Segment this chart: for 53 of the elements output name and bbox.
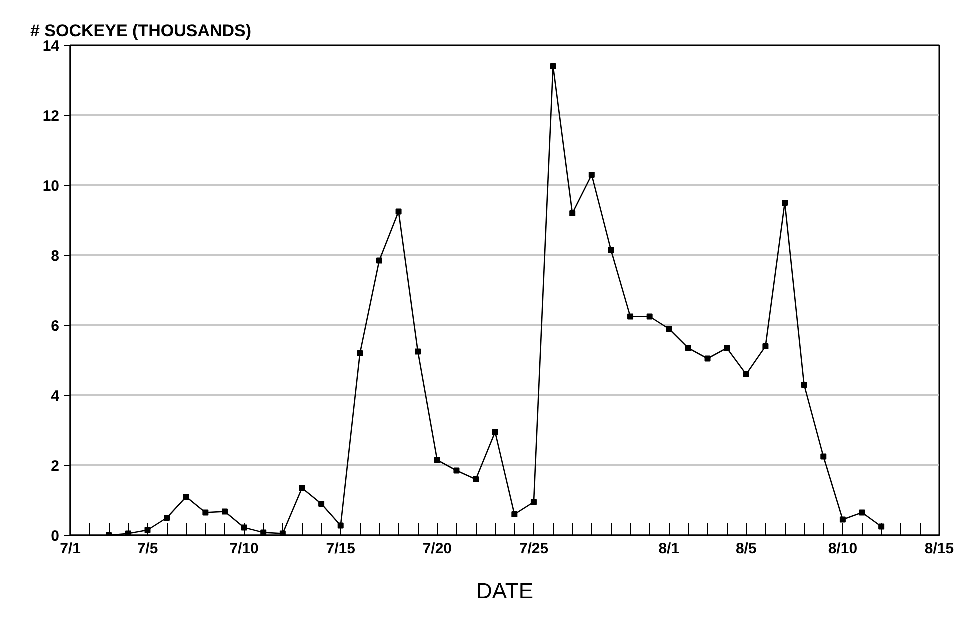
point <box>473 476 480 482</box>
x-tick-label: 7/10 <box>230 540 259 558</box>
point <box>570 210 576 216</box>
x-tick-label: 7/1 <box>60 540 81 558</box>
point <box>512 512 518 518</box>
point <box>685 345 692 352</box>
y-axis-title: # SOCKEYE (THOUSANDS) <box>30 22 252 40</box>
point <box>743 372 750 378</box>
x-tick-label: 7/20 <box>422 540 452 558</box>
x-tick-label: 7/25 <box>519 540 549 558</box>
point <box>550 64 556 70</box>
point <box>530 499 537 506</box>
x-axis-title: DATE <box>476 578 534 604</box>
point <box>859 510 866 516</box>
y-tick-label: 10 <box>42 178 60 195</box>
point <box>724 345 730 352</box>
point <box>762 344 769 350</box>
point <box>666 326 672 332</box>
point <box>357 350 364 356</box>
y-tick-label: 8 <box>51 248 60 265</box>
y-tick-label: 14 <box>42 38 60 55</box>
point <box>434 457 440 464</box>
point <box>782 200 788 206</box>
point <box>454 468 460 474</box>
point <box>415 348 422 355</box>
x-tick-label: 8/15 <box>924 540 954 558</box>
point <box>492 429 498 436</box>
y-tick-label: 6 <box>51 318 60 335</box>
x-tick-label: 7/15 <box>326 540 356 558</box>
point <box>222 508 228 515</box>
point <box>820 454 827 460</box>
point <box>376 258 382 264</box>
point <box>840 516 846 523</box>
y-tick-label: 0 <box>51 528 60 545</box>
point <box>588 172 595 178</box>
point <box>801 382 808 388</box>
point <box>299 485 306 492</box>
point <box>608 247 614 254</box>
x-tick-label: 7/5 <box>137 540 158 558</box>
point <box>318 501 325 507</box>
x-tick-label: 8/10 <box>828 540 858 558</box>
point <box>396 208 402 215</box>
point <box>646 314 653 320</box>
x-tick-label: 8/1 <box>658 540 680 558</box>
y-tick-label: 12 <box>42 108 60 125</box>
point <box>628 314 634 320</box>
point <box>183 494 190 500</box>
y-tick-label: 2 <box>51 458 60 475</box>
x-tick-label: 8/5 <box>736 540 757 558</box>
point <box>202 510 209 516</box>
point <box>164 515 170 521</box>
point <box>704 356 711 362</box>
y-tick-label: 4 <box>51 388 60 405</box>
